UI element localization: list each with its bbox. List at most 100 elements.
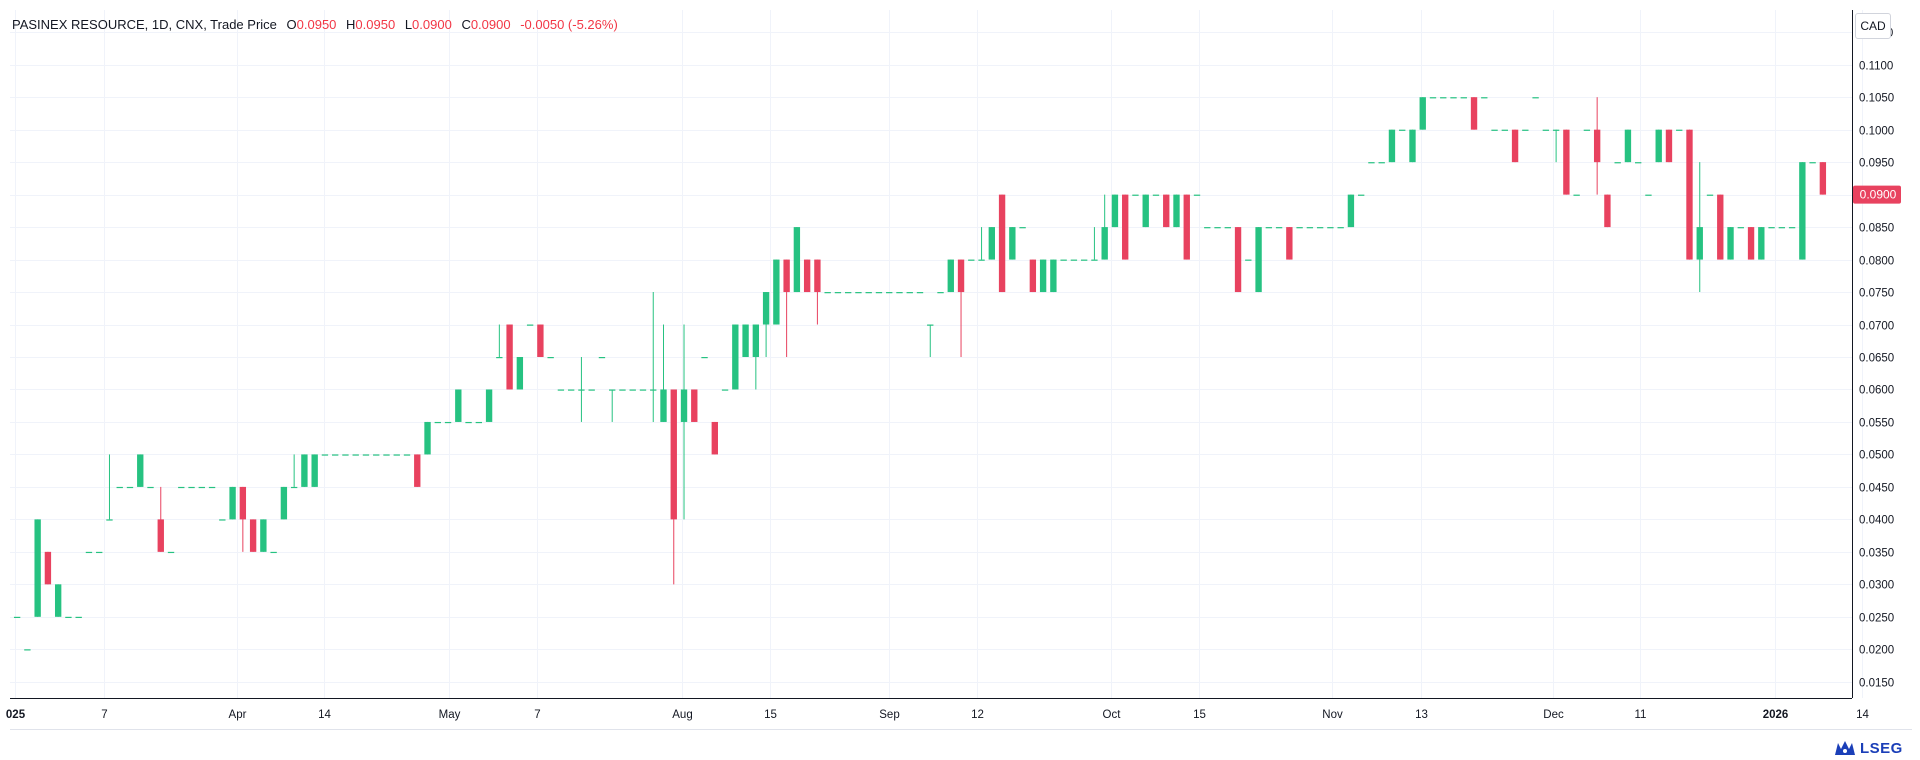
candle-body — [311, 454, 318, 487]
candle-body — [219, 519, 226, 521]
candle-down — [1122, 194, 1129, 260]
candle-up — [147, 486, 154, 489]
candle-body — [1696, 227, 1703, 260]
candle-up — [188, 486, 195, 489]
candle-up — [1142, 194, 1149, 228]
candle-body — [1645, 194, 1652, 196]
candle-body — [270, 551, 277, 554]
candle-body — [321, 454, 329, 456]
candle-body — [660, 389, 667, 422]
candle-body — [1029, 259, 1037, 293]
candle-up — [1460, 97, 1467, 99]
candle-down — [1511, 129, 1519, 163]
candle-body — [1778, 227, 1786, 229]
candle-down — [1029, 259, 1037, 293]
candle-body — [1152, 194, 1160, 196]
candle-body — [54, 584, 62, 617]
candle-up — [1265, 227, 1273, 229]
candle-up — [937, 292, 944, 294]
candle-up — [1255, 227, 1262, 293]
candle-up — [598, 357, 606, 359]
candle-up — [198, 486, 205, 489]
candle-down — [1470, 97, 1478, 130]
candle-up — [567, 389, 575, 391]
candle-up — [1542, 129, 1550, 131]
candle-body — [1142, 194, 1149, 228]
y-axis-labels: 0.11500.11000.10500.10000.09500.09000.08… — [1859, 28, 1894, 690]
candle-up — [526, 324, 534, 326]
candle-up — [906, 292, 913, 294]
candle-body — [75, 616, 82, 619]
candle-body — [424, 421, 431, 455]
candle-up — [1204, 227, 1211, 229]
candle-up — [1132, 194, 1139, 196]
candle-body — [1563, 129, 1570, 195]
candle-body — [13, 616, 21, 619]
candle-up — [1060, 259, 1067, 261]
candle-body — [1419, 97, 1426, 130]
candle-up — [886, 292, 893, 294]
candle-up — [1101, 194, 1108, 260]
candle-body — [1583, 129, 1591, 131]
candle-body — [1727, 227, 1734, 260]
candle-body — [998, 194, 1006, 293]
candle-body — [845, 292, 852, 294]
candle-up — [167, 551, 175, 554]
candle-body — [762, 292, 770, 325]
candle-body — [1091, 259, 1098, 261]
candle-up — [1655, 129, 1662, 163]
candle-body — [1552, 129, 1560, 131]
candle-body — [1429, 97, 1437, 99]
candle-body — [1357, 194, 1365, 196]
candle-body — [506, 324, 513, 390]
candle-up — [1275, 227, 1283, 229]
candle-body — [332, 454, 339, 456]
candle-up — [1778, 227, 1786, 229]
y-tick-label: 0.0650 — [1859, 353, 1894, 365]
candle-body — [1337, 227, 1344, 229]
candle-body — [937, 292, 944, 294]
candle-up — [1050, 259, 1057, 293]
candle-up — [1316, 227, 1324, 229]
candle-body — [609, 389, 616, 391]
candle-up — [137, 454, 144, 487]
candle-body — [1050, 259, 1057, 293]
candle-body — [1768, 227, 1775, 229]
candle-up — [475, 421, 483, 424]
candle-up — [1758, 227, 1765, 260]
x-tick-label: 13 — [1415, 709, 1428, 721]
y-tick-label: 0.0400 — [1859, 515, 1894, 527]
candle-up — [1450, 97, 1457, 99]
candle-up — [75, 616, 82, 619]
candle-body — [249, 519, 257, 552]
candle-body — [1296, 227, 1303, 229]
candle-up — [1409, 129, 1416, 163]
candle-body — [1275, 227, 1283, 229]
y-tick-label: 0.1100 — [1859, 61, 1893, 73]
candle-body — [1522, 129, 1529, 131]
candle-body — [1378, 162, 1385, 164]
candle-body — [783, 259, 790, 293]
candle-body — [1665, 129, 1673, 163]
candle-body — [1593, 129, 1601, 163]
currency-button[interactable]: CAD — [1855, 13, 1891, 39]
candle-up — [721, 389, 729, 391]
candle-down — [803, 259, 811, 293]
x-tick-label: Nov — [1322, 709, 1343, 721]
candle-body — [680, 389, 688, 422]
x-axis-labels: 025 7 Apr 14 May 7 Aug 15 Sep 12 Oct 15 Nov 13 Dec 11 20… — [6, 709, 1870, 721]
candle-body — [1019, 227, 1026, 229]
y-tick-label: 0.0550 — [1859, 418, 1894, 430]
legend-header: PASINEX RESOURCE, 1D, CNX, Trade Price O… — [12, 17, 618, 32]
high-value: 0.0950 — [355, 17, 396, 32]
candle-up — [947, 259, 954, 293]
x-tick-label: Sep — [879, 709, 899, 721]
candle-body — [198, 486, 205, 489]
candle-up — [578, 357, 585, 422]
candle-body — [916, 292, 924, 294]
brand-name: LSEG — [1860, 739, 1903, 757]
candle-up — [742, 324, 749, 357]
candle-up — [1583, 129, 1591, 131]
candle-body — [516, 357, 524, 390]
